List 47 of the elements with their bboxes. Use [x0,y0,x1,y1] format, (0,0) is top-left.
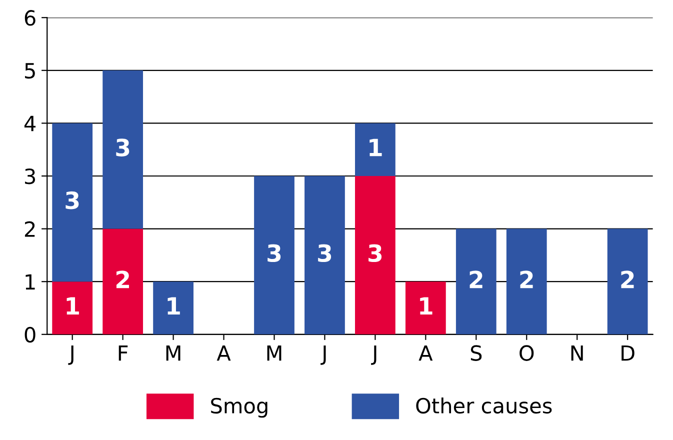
x-tick-label: S [470,345,482,361]
bar [102,70,144,229]
data-label: 1 [168,297,180,315]
x-tick-label: A [418,345,433,361]
bar [52,123,93,282]
data-label: 3 [318,244,332,262]
x-tick-label: A [216,345,231,361]
legend-label: Smog [211,398,268,418]
x-tick-label: M [267,345,282,361]
data-label: 2 [116,270,129,288]
data-label: 3 [66,191,79,210]
bar [52,282,93,334]
y-tick-label: 1 [26,274,35,290]
data-label: 2 [520,270,533,288]
y-tick-label: 3 [25,168,36,184]
data-label: 3 [116,138,130,156]
data-label: 1 [370,138,382,156]
x-tick-label: D [622,345,634,361]
x-tick-label: N [571,345,583,361]
data-label: 1 [66,297,79,315]
bar [254,176,294,334]
bar [355,176,396,334]
bar [102,228,144,334]
y-tick-label: 0 [24,326,36,343]
y-tick-label: 6 [24,10,36,26]
data-label: 2 [621,270,634,288]
x-tick-label: J [371,345,376,365]
x-tick-label: J [68,345,74,365]
y-tick-label: 4 [24,116,36,132]
data-label: 3 [268,244,281,262]
data-label: 2 [470,270,482,288]
y-tick-label: 5 [25,63,35,79]
bar [607,228,648,334]
x-tick-label: M [166,345,180,361]
bar [456,228,496,334]
data-label: 3 [368,244,382,262]
bar [153,282,194,334]
legend-label: Other causes [416,397,552,414]
bar [355,123,396,176]
bar [506,228,547,334]
x-tick-label: F [118,345,128,361]
bar [405,282,446,334]
y-tick-label: 2 [24,221,35,237]
data-label: 1 [420,297,432,315]
x-tick-label: J [320,345,326,365]
x-tick-label: O [520,345,534,361]
bar [304,176,345,334]
